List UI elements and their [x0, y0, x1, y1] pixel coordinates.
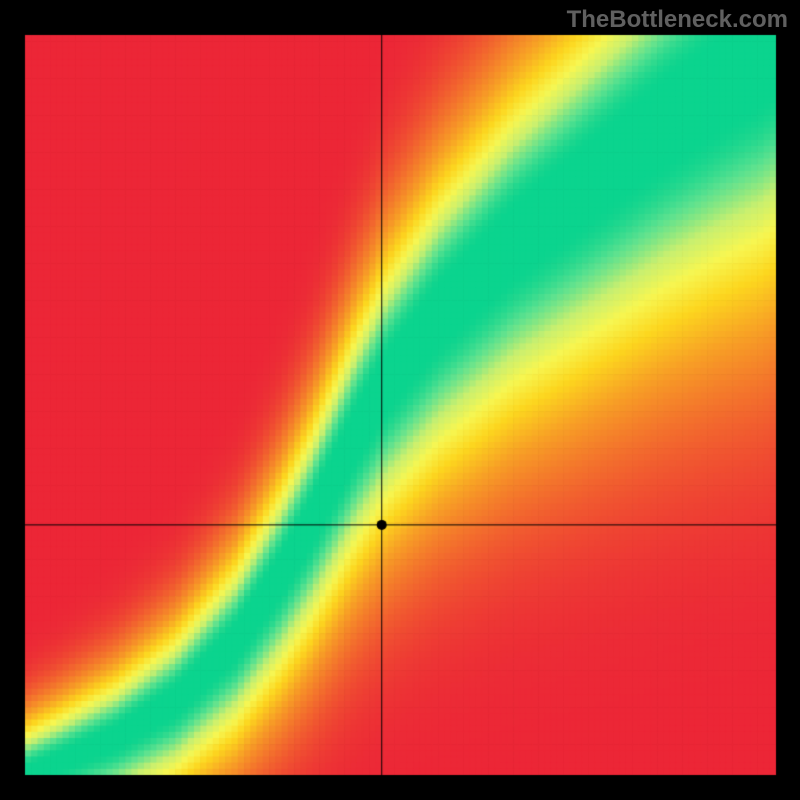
watermark-text: TheBottleneck.com	[567, 6, 788, 34]
chart-container: TheBottleneck.com	[0, 0, 800, 800]
heatmap-canvas	[0, 0, 800, 800]
